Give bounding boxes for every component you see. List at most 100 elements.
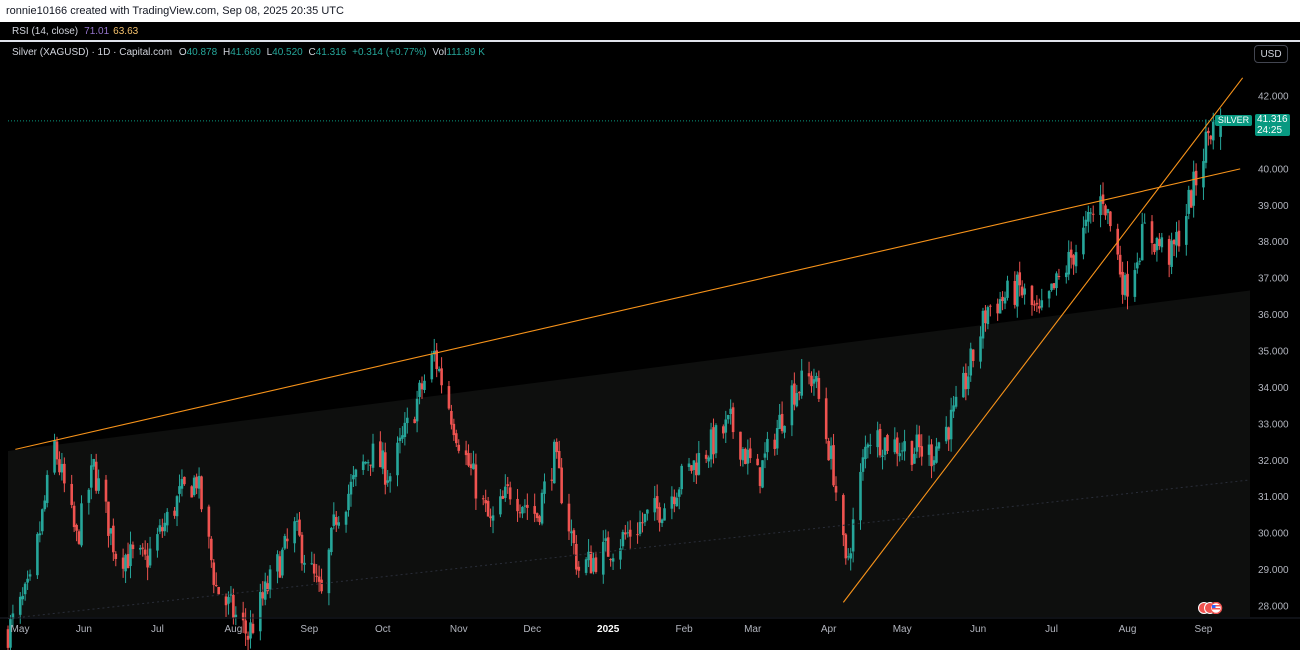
candle-body [1084, 219, 1088, 227]
candle-body [815, 375, 818, 382]
candle-body [1018, 272, 1022, 286]
candle-body [944, 426, 948, 442]
candle-body [232, 594, 235, 619]
candle-body [523, 505, 527, 507]
candle-body [606, 537, 610, 557]
candle-body [643, 513, 647, 523]
candle-body [555, 441, 559, 453]
candle-body [114, 553, 118, 560]
candle-body [1001, 296, 1004, 302]
candle-body [383, 452, 387, 485]
candle-body [989, 305, 992, 307]
candle-body [344, 511, 348, 525]
candle-body [851, 519, 855, 552]
candle-body [1133, 270, 1137, 297]
candle-body [469, 464, 473, 468]
candle-body [432, 350, 436, 355]
candle-body [849, 553, 852, 559]
candle-body [369, 464, 372, 466]
candle-body [1202, 161, 1205, 188]
candle-body [621, 531, 625, 547]
candle-body [868, 444, 872, 446]
candle-body [146, 555, 149, 568]
candle-body [550, 479, 554, 481]
candle-body [793, 383, 796, 405]
candle-body [619, 548, 622, 560]
candle-body [552, 441, 556, 484]
flag-icon[interactable] [1198, 602, 1226, 614]
candle-body [996, 303, 999, 314]
candle-body [722, 426, 725, 434]
candle-body [589, 551, 593, 574]
candle-body [388, 476, 392, 482]
candle-body [687, 463, 691, 468]
candle-body [859, 471, 862, 521]
time-axis[interactable]: May Jun Jul Aug Sep Oct Nov Dec 2025 Feb Mar Apr May… [0, 617, 1300, 635]
candle-body [381, 450, 385, 469]
candle-body [1118, 254, 1122, 275]
candle-body [1038, 306, 1041, 309]
candle-body [881, 455, 884, 457]
candle-body [1209, 135, 1213, 140]
symbol-legend[interactable]: Silver (XAGUSD) · 1D · Capital.com O40.8… [12, 46, 485, 60]
candle-body [636, 534, 639, 536]
candle-body [1207, 130, 1210, 134]
trendline-support[interactable] [842, 77, 1244, 603]
time-tick-label: May [11, 624, 30, 635]
candle-body [1067, 251, 1071, 275]
bar-countdown: 24:25 [1257, 125, 1283, 136]
price-axis[interactable]: 28.000 29.000 30.000 31.000 32.000 33.000 34.0… [1258, 92, 1289, 613]
candle-body [952, 405, 955, 412]
time-tick-label: Sep [300, 624, 318, 635]
candle-body [932, 460, 936, 465]
candle-body [418, 382, 421, 398]
candle-body [1192, 171, 1195, 206]
candle-body [1006, 280, 1009, 298]
candle-body [810, 375, 813, 387]
candle-body [626, 532, 630, 534]
candle-body [77, 531, 81, 544]
candle-body [611, 558, 615, 562]
candle-body [214, 585, 218, 587]
time-tick-label: Aug [1119, 624, 1137, 635]
candle-body [557, 450, 561, 469]
candle-body [714, 425, 718, 454]
candle-body [915, 434, 919, 452]
currency-button[interactable]: USD [1254, 45, 1288, 63]
candle-body [413, 419, 416, 424]
candle-body [966, 376, 970, 389]
candle-body [775, 428, 779, 449]
candle-body [437, 369, 441, 371]
candle-body [261, 592, 265, 599]
candle-body [1172, 239, 1176, 245]
candle-body [156, 534, 159, 551]
candle-body [1050, 283, 1053, 291]
trendlines[interactable] [15, 77, 1244, 603]
candle-body [646, 509, 649, 514]
candle-body [660, 519, 664, 524]
candle-body [864, 446, 867, 460]
candle-body [1143, 222, 1146, 224]
candle-body [638, 521, 642, 534]
candle-body [415, 398, 419, 422]
candle-body [1047, 291, 1051, 299]
candle-body [327, 549, 331, 594]
candle-body [783, 425, 786, 433]
candle-body [807, 373, 811, 377]
candle-body [947, 427, 950, 440]
rsi-pane-header[interactable]: RSI (14, close) 71.01 63.63 [0, 22, 1300, 42]
candle-body [731, 407, 735, 433]
candle-body [317, 576, 321, 582]
candle-body [58, 459, 61, 473]
close-label: C [308, 47, 316, 58]
candle-body [883, 437, 887, 455]
candle-body [567, 503, 571, 532]
candle-body [440, 368, 443, 386]
candle-body [266, 583, 269, 592]
candle-body [1082, 227, 1085, 255]
candle-body [670, 496, 674, 509]
trendline-upper[interactable] [15, 168, 1241, 450]
candle-body [491, 515, 495, 521]
rsi-value: 71.01 [84, 26, 110, 37]
